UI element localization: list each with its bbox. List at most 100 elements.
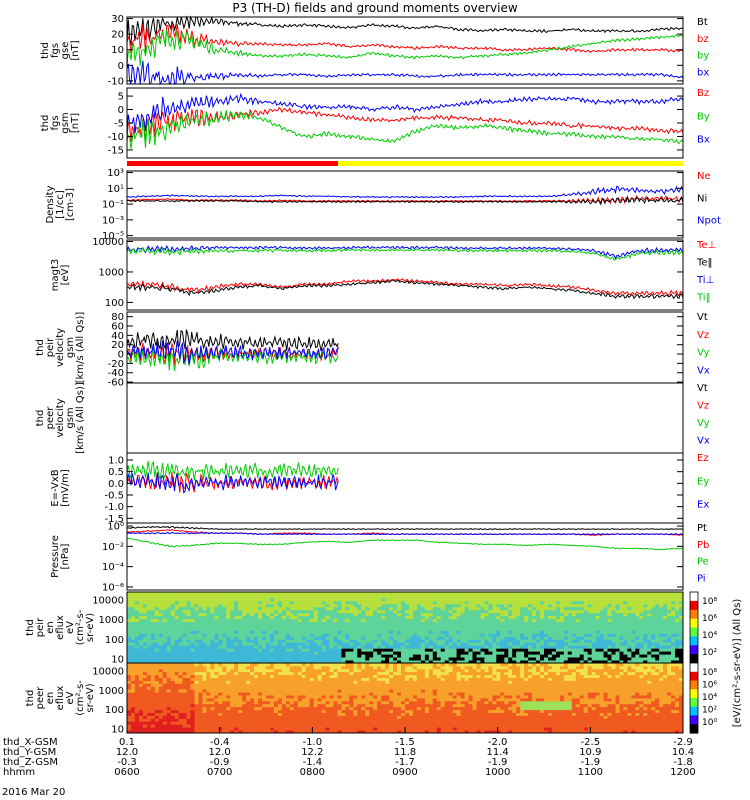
series-Vz [126, 342, 339, 365]
spectrogram-cell [611, 609, 616, 614]
spectrogram-cell [146, 698, 152, 702]
spectrogram-cell [627, 657, 632, 661]
spectrogram-cell [548, 627, 553, 631]
spectrogram-cell [536, 633, 541, 637]
spectrogram-cell [158, 597, 164, 602]
y-axis-label: thd [25, 619, 36, 636]
spectrogram-cell [214, 715, 219, 719]
spectrogram-cell [158, 639, 164, 643]
spectrogram-cell [583, 633, 589, 637]
spectrogram-cell [416, 654, 422, 658]
spectrogram-cell [142, 645, 148, 649]
spectrogram-cell [178, 621, 183, 625]
y-axis-label: thd [40, 115, 51, 132]
spectrogram-cell [528, 660, 533, 664]
spectrogram-cell [230, 703, 235, 708]
spectrogram-cell [277, 642, 283, 646]
spectrogram-cell [258, 695, 263, 699]
spectrogram-cell [373, 597, 378, 602]
spectrogram-cell [381, 603, 386, 608]
spectrogram-cell [448, 639, 454, 643]
spectrogram-cell [424, 600, 430, 605]
spectrogram-cell [194, 651, 199, 655]
spectrogram-cell [250, 724, 255, 728]
spectrogram-cell [532, 600, 537, 605]
spectrogram-cell [313, 621, 319, 625]
spectrogram-cell [134, 597, 140, 602]
spectrogram-cell [397, 595, 402, 599]
spectrogram-cell [496, 648, 501, 652]
spectrogram-cell [138, 592, 144, 596]
spectrogram-cell [289, 663, 295, 667]
spectrogram-cell [551, 606, 557, 611]
spectrogram-cell [250, 645, 255, 649]
spectrogram-cell [254, 621, 259, 625]
spectrogram-cell [337, 680, 342, 684]
spectrogram-cell [305, 709, 311, 713]
spectrogram-cell [345, 700, 350, 705]
spectrogram-cell [301, 651, 307, 655]
spectrogram-cell [651, 642, 656, 646]
spectrogram-cell [520, 642, 525, 646]
spectrogram-cell [420, 654, 426, 658]
spectrogram-cell [134, 624, 140, 628]
spectrogram-cell [488, 648, 493, 652]
spectrogram-cell [246, 592, 251, 596]
colorbar-cell [690, 626, 698, 628]
spectrogram-cell [345, 706, 350, 711]
spectrogram-cell [186, 612, 191, 617]
spectrogram-cell [615, 630, 620, 634]
spectrogram-cell [504, 651, 509, 655]
spectrogram-cell [623, 600, 628, 605]
spectrogram-cell [254, 706, 259, 711]
spectrogram-cell [174, 665, 180, 670]
spectrogram-cell [321, 639, 326, 643]
spectrogram-cell [567, 657, 573, 661]
spectrogram-cell [500, 648, 505, 652]
spectrogram-cell [301, 671, 307, 676]
spectrogram-cell [230, 627, 235, 631]
spectrogram-cell [246, 730, 251, 734]
spectrogram-cell [452, 660, 458, 664]
spectrogram-cell [270, 660, 275, 664]
spectrogram-cell [671, 618, 676, 622]
spectrogram-cell [154, 671, 160, 676]
spectrogram-cell [178, 680, 183, 684]
spectrogram-cell [277, 621, 283, 625]
spectrogram-cell [460, 633, 465, 637]
y-axis-label: peer [45, 406, 56, 430]
spectrogram-cell [190, 627, 195, 631]
spectrogram-cell [321, 597, 326, 602]
spectrogram-cell [198, 654, 203, 658]
spectrogram-cell [480, 606, 485, 611]
spectrogram-cell [631, 642, 636, 646]
spectrogram-cell [409, 615, 414, 620]
spectrogram-cell [631, 651, 636, 655]
spectrogram-cell [409, 600, 414, 605]
spectrogram-cell [246, 668, 251, 673]
colorbar-cell [690, 622, 698, 625]
colorbar-cell [690, 635, 698, 637]
spectrogram-cell [246, 695, 251, 699]
spectrogram-cell [170, 630, 176, 634]
spectrogram-cell [424, 618, 430, 622]
spectrogram-cell [273, 665, 279, 670]
spectrogram-cell [448, 654, 454, 658]
spectrogram-cell [416, 642, 422, 646]
spectrogram-cell [250, 671, 255, 676]
spectrogram-cell [504, 600, 509, 605]
spectrogram-cell [170, 603, 176, 608]
spectrogram-cell [234, 597, 239, 602]
spectrogram-cell [214, 642, 219, 646]
spectrogram-cell [273, 627, 279, 631]
colorbar-cell [690, 651, 698, 654]
spectrogram-cell [325, 609, 330, 614]
spectrogram-cell [131, 606, 136, 611]
spectrogram-cell [532, 621, 537, 625]
spectrogram-cell [571, 603, 577, 608]
spectrogram-cell [428, 612, 434, 617]
spectrogram-cell [234, 609, 239, 614]
spectrogram-cell [424, 645, 430, 649]
spectrogram-cell [432, 592, 438, 596]
